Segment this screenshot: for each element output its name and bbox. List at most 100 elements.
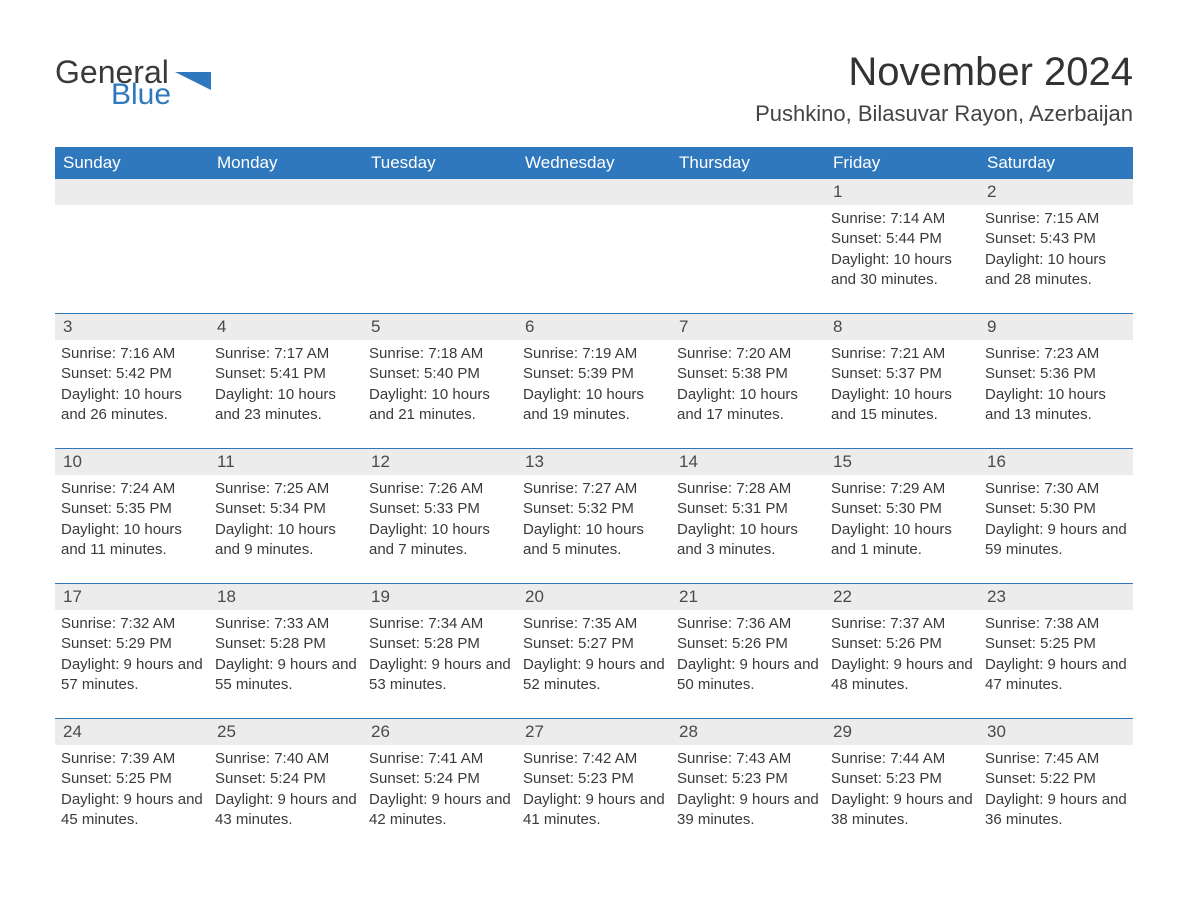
day-number: 4: [209, 314, 363, 340]
day-number: 12: [363, 449, 517, 475]
day-number: 23: [979, 584, 1133, 610]
day-number: 19: [363, 584, 517, 610]
day-number: 2: [979, 179, 1133, 205]
day-details: Sunrise: 7:27 AMSunset: 5:32 PMDaylight:…: [523, 479, 665, 560]
day-number: 26: [363, 719, 517, 745]
day-number: 29: [825, 719, 979, 745]
weekday-header: Saturday: [979, 147, 1133, 179]
day-details: Sunrise: 7:29 AMSunset: 5:30 PMDaylight:…: [831, 479, 973, 560]
calendar-day: 10Sunrise: 7:24 AMSunset: 5:35 PMDayligh…: [55, 449, 209, 569]
calendar-empty: [209, 179, 363, 299]
calendar-day: 5 Sunrise: 7:18 AMSunset: 5:40 PMDaylight…: [363, 314, 517, 434]
weekday-header-row: SundayMondayTuesdayWednesdayThursdayFrid…: [55, 147, 1133, 179]
day-number: 3: [55, 314, 209, 340]
empty-day-bar: [671, 179, 825, 205]
calendar-week: 1 Sunrise: 7:14 AMSunset: 5:44 PMDaylight…: [55, 179, 1133, 299]
calendar: SundayMondayTuesdayWednesdayThursdayFrid…: [55, 147, 1133, 839]
empty-day-bar: [363, 179, 517, 205]
day-details: Sunrise: 7:37 AMSunset: 5:26 PMDaylight:…: [831, 614, 973, 695]
day-details: Sunrise: 7:23 AMSunset: 5:36 PMDaylight:…: [985, 344, 1127, 425]
day-number: 1: [825, 179, 979, 205]
day-number: 24: [55, 719, 209, 745]
day-details: Sunrise: 7:18 AMSunset: 5:40 PMDaylight:…: [369, 344, 511, 425]
flag-icon: [175, 72, 211, 96]
calendar-day: 3 Sunrise: 7:16 AMSunset: 5:42 PMDaylight…: [55, 314, 209, 434]
calendar-day: 2Sunrise: 7:15 AMSunset: 5:43 PMDaylight…: [979, 179, 1133, 299]
day-number: 25: [209, 719, 363, 745]
weekday-header: Monday: [209, 147, 363, 179]
calendar-week: 24 Sunrise: 7:39 AMSunset: 5:25 PMDayligh…: [55, 718, 1133, 839]
day-details: Sunrise: 7:32 AMSunset: 5:29 PMDaylight:…: [61, 614, 203, 695]
weekday-header: Tuesday: [363, 147, 517, 179]
day-details: Sunrise: 7:21 AMSunset: 5:37 PMDaylight:…: [831, 344, 973, 425]
day-number: 20: [517, 584, 671, 610]
day-details: Sunrise: 7:24 AMSunset: 5:35 PMDaylight:…: [61, 479, 203, 560]
empty-day-bar: [55, 179, 209, 205]
day-details: Sunrise: 7:45 AMSunset: 5:22 PMDaylight:…: [985, 749, 1127, 830]
calendar-empty: [55, 179, 209, 299]
calendar-day: 13 Sunrise: 7:27 AMSunset: 5:32 PMDayligh…: [517, 449, 671, 569]
weekday-header: Friday: [825, 147, 979, 179]
day-details: Sunrise: 7:35 AMSunset: 5:27 PMDaylight:…: [523, 614, 665, 695]
calendar-day: 29 Sunrise: 7:44 AMSunset: 5:23 PMDayligh…: [825, 719, 979, 839]
calendar-day: 21 Sunrise: 7:36 AMSunset: 5:26 PMDayligh…: [671, 584, 825, 704]
day-details: Sunrise: 7:17 AMSunset: 5:41 PMDaylight:…: [215, 344, 357, 425]
day-details: Sunrise: 7:30 AMSunset: 5:30 PMDaylight:…: [985, 479, 1127, 560]
month-title: November 2024: [755, 50, 1133, 95]
day-number: 27: [517, 719, 671, 745]
calendar-day: 4 Sunrise: 7:17 AMSunset: 5:41 PMDaylight…: [209, 314, 363, 434]
calendar-day: 1 Sunrise: 7:14 AMSunset: 5:44 PMDaylight…: [825, 179, 979, 299]
calendar-day: 22 Sunrise: 7:37 AMSunset: 5:26 PMDayligh…: [825, 584, 979, 704]
day-details: Sunrise: 7:34 AMSunset: 5:28 PMDaylight:…: [369, 614, 511, 695]
header: General Blue November 2024 Pushkino, Bil…: [55, 50, 1133, 127]
calendar-day: 20 Sunrise: 7:35 AMSunset: 5:27 PMDayligh…: [517, 584, 671, 704]
calendar-day: 8 Sunrise: 7:21 AMSunset: 5:37 PMDaylight…: [825, 314, 979, 434]
day-details: Sunrise: 7:38 AMSunset: 5:25 PMDaylight:…: [985, 614, 1127, 695]
day-number: 7: [671, 314, 825, 340]
day-number: 14: [671, 449, 825, 475]
day-details: Sunrise: 7:39 AMSunset: 5:25 PMDaylight:…: [61, 749, 203, 830]
calendar-day: 17Sunrise: 7:32 AMSunset: 5:29 PMDayligh…: [55, 584, 209, 704]
calendar-day: 25Sunrise: 7:40 AMSunset: 5:24 PMDayligh…: [209, 719, 363, 839]
day-details: Sunrise: 7:25 AMSunset: 5:34 PMDaylight:…: [215, 479, 357, 560]
empty-day-bar: [209, 179, 363, 205]
calendar-day: 28Sunrise: 7:43 AMSunset: 5:23 PMDayligh…: [671, 719, 825, 839]
day-number: 9: [979, 314, 1133, 340]
calendar-day: 24 Sunrise: 7:39 AMSunset: 5:25 PMDayligh…: [55, 719, 209, 839]
day-details: Sunrise: 7:44 AMSunset: 5:23 PMDaylight:…: [831, 749, 973, 830]
day-number: 22: [825, 584, 979, 610]
calendar-empty: [671, 179, 825, 299]
calendar-day: 23 Sunrise: 7:38 AMSunset: 5:25 PMDayligh…: [979, 584, 1133, 704]
day-details: Sunrise: 7:43 AMSunset: 5:23 PMDaylight:…: [677, 749, 819, 830]
day-number: 5: [363, 314, 517, 340]
calendar-day: 6 Sunrise: 7:19 AMSunset: 5:39 PMDaylight…: [517, 314, 671, 434]
day-details: Sunrise: 7:28 AMSunset: 5:31 PMDaylight:…: [677, 479, 819, 560]
day-number: 15: [825, 449, 979, 475]
calendar-week: 3 Sunrise: 7:16 AMSunset: 5:42 PMDaylight…: [55, 313, 1133, 434]
calendar-day: 26Sunrise: 7:41 AMSunset: 5:24 PMDayligh…: [363, 719, 517, 839]
day-number: 8: [825, 314, 979, 340]
day-details: Sunrise: 7:33 AMSunset: 5:28 PMDaylight:…: [215, 614, 357, 695]
day-number: 13: [517, 449, 671, 475]
brand-logo: General Blue: [55, 58, 211, 108]
day-number: 16: [979, 449, 1133, 475]
day-details: Sunrise: 7:16 AMSunset: 5:42 PMDaylight:…: [61, 344, 203, 425]
calendar-empty: [363, 179, 517, 299]
location-text: Pushkino, Bilasuvar Rayon, Azerbaijan: [755, 101, 1133, 127]
day-number: 21: [671, 584, 825, 610]
day-details: Sunrise: 7:42 AMSunset: 5:23 PMDaylight:…: [523, 749, 665, 830]
day-details: Sunrise: 7:26 AMSunset: 5:33 PMDaylight:…: [369, 479, 511, 560]
day-number: 6: [517, 314, 671, 340]
title-block: November 2024 Pushkino, Bilasuvar Rayon,…: [755, 50, 1133, 127]
day-details: Sunrise: 7:19 AMSunset: 5:39 PMDaylight:…: [523, 344, 665, 425]
day-details: Sunrise: 7:36 AMSunset: 5:26 PMDaylight:…: [677, 614, 819, 695]
calendar-day: 14 Sunrise: 7:28 AMSunset: 5:31 PMDayligh…: [671, 449, 825, 569]
calendar-week: 10Sunrise: 7:24 AMSunset: 5:35 PMDayligh…: [55, 448, 1133, 569]
day-details: Sunrise: 7:14 AMSunset: 5:44 PMDaylight:…: [831, 209, 973, 290]
calendar-day: 15 Sunrise: 7:29 AMSunset: 5:30 PMDayligh…: [825, 449, 979, 569]
day-number: 18: [209, 584, 363, 610]
weekday-header: Thursday: [671, 147, 825, 179]
calendar-day: 27 Sunrise: 7:42 AMSunset: 5:23 PMDayligh…: [517, 719, 671, 839]
brand-blue: Blue: [111, 81, 171, 108]
calendar-day: 16 Sunrise: 7:30 AMSunset: 5:30 PMDayligh…: [979, 449, 1133, 569]
